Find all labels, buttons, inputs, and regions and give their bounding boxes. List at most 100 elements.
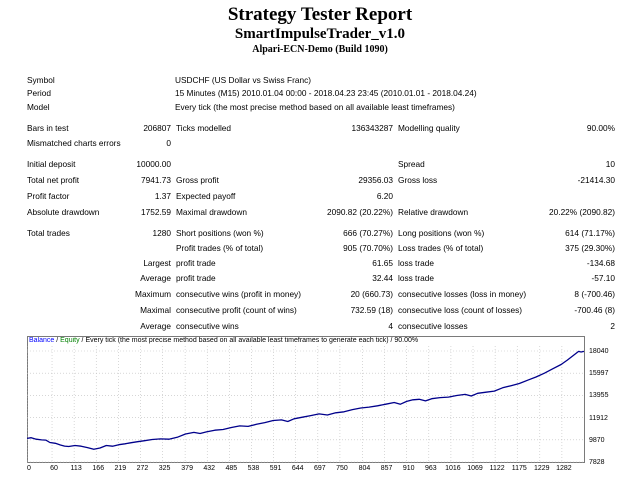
report-title: Strategy Tester Report — [227, 4, 413, 25]
x-tick-label: 857 — [380, 465, 393, 472]
report-cell-m: Every tick (the most precise method base… — [175, 102, 455, 112]
report-cell-v3: 90.00% — [586, 123, 615, 133]
x-tick-label: 325 — [158, 465, 171, 472]
report-cell-n1: profit trade — [176, 273, 216, 283]
report-cell-v2: 905 (70.70%) — [343, 243, 393, 253]
report-cell-l: Total net profit — [27, 175, 80, 185]
report-cell-m: 15 Minutes (M15) 2010.01.04 00:00 - 2018… — [175, 88, 477, 98]
caption-rest: / Every tick (the most precise method ba… — [79, 337, 419, 344]
x-tick-label: 697 — [313, 465, 326, 472]
y-tick-label: 15997 — [589, 370, 609, 378]
report-cell-v1: 0 — [166, 138, 171, 148]
report-cell-n2: Relative drawdown — [398, 207, 469, 217]
report-cell-v1: Average — [140, 273, 171, 283]
x-tick-label: 538 — [247, 465, 260, 472]
y-tick-label: 11912 — [589, 414, 608, 422]
report-cell-n1: Ticks modelled — [176, 123, 232, 133]
caption-balance: Balance — [29, 337, 55, 344]
report-cell-v2: 4 — [388, 321, 393, 331]
x-tick-label: 750 — [336, 465, 348, 472]
report-cell-n1: Profit trades (% of total) — [176, 243, 264, 253]
report-cell-l: Symbol — [27, 75, 55, 85]
report-cell-v1: 1752.59 — [141, 207, 171, 217]
report-cell-v3: 20.22% (2090.82) — [549, 207, 615, 217]
report-cell-v1: Largest — [143, 258, 171, 268]
report-cell-n1: profit trade — [176, 258, 216, 268]
x-tick-label: 432 — [203, 465, 216, 472]
report-cell-n2: consecutive losses (loss in money) — [398, 289, 527, 299]
x-tick-label: 963 — [424, 465, 437, 472]
report-cell-n1: Expected payoff — [176, 191, 236, 201]
y-tick-label: 7828 — [589, 459, 605, 466]
report-cell-n1: consecutive wins — [176, 321, 239, 331]
report-cell-v2: 732.59 (18) — [350, 305, 393, 315]
report-cell-n1: consecutive wins (profit in money) — [176, 289, 301, 299]
report-cell-n2: loss trade — [398, 273, 434, 283]
report-cell-n2: Modelling quality — [398, 123, 460, 133]
report-cell-n2: consecutive losses — [398, 321, 468, 331]
report-cell-l: Total trades — [27, 228, 70, 238]
report-cell-v3: -134.68 — [586, 258, 615, 268]
report-cell-n2: Spread — [398, 159, 425, 169]
x-tick-label: 166 — [92, 465, 105, 472]
x-tick-label: 910 — [402, 465, 415, 472]
report-cell-v1: 1280 — [152, 228, 171, 238]
report-cell-l: Profit factor — [27, 191, 70, 201]
report-cell-v2: 20 (660.73) — [350, 289, 393, 299]
report-cell-v1: 1.37 — [154, 191, 171, 201]
chart-plot — [27, 336, 585, 463]
report-cell-l: Model — [27, 102, 50, 112]
report-cell-v1: Maximal — [140, 305, 171, 315]
report-cell-v3: 375 (29.30%) — [565, 243, 615, 253]
chart-caption: Balance / Equity / Every tick (the most … — [29, 336, 418, 345]
report-cell-v2: 2090.82 (20.22%) — [327, 207, 393, 217]
report-cell-n1: Gross profit — [176, 175, 219, 185]
report-cell-v2: 136343287 — [351, 123, 393, 133]
x-tick-label: 219 — [114, 465, 127, 472]
report-cell-v3: -57.10 — [591, 273, 615, 283]
report-cell-n2: loss trade — [398, 258, 434, 268]
caption-equity: Equity — [60, 337, 80, 344]
report-cell-v3: -21414.30 — [577, 175, 615, 185]
x-tick-label: 0 — [27, 465, 31, 472]
report-cell-n2: consecutive loss (count of losses) — [398, 305, 523, 315]
balance-series-line — [27, 350, 585, 450]
x-tick-label: 272 — [136, 465, 149, 472]
x-tick-label: 60 — [50, 465, 58, 472]
report-cell-l: Period — [27, 88, 51, 98]
report-cell-v3: 10 — [605, 159, 615, 169]
report-cell-n2: Loss trades (% of total) — [398, 243, 484, 253]
report-cell-n1: consecutive profit (count of wins) — [176, 305, 297, 315]
x-tick-label: 1122 — [489, 465, 505, 472]
report-cell-v2: 6.20 — [376, 191, 393, 201]
x-tick-label: 1175 — [511, 465, 527, 472]
report-cell-v1: Average — [140, 321, 171, 331]
y-tick-label: 9870 — [589, 436, 605, 444]
x-tick-label: 1282 — [556, 465, 572, 472]
report-cell-l: Mismatched charts errors — [27, 138, 121, 148]
report-cell-l: Initial deposit — [27, 159, 76, 169]
report-cell-v2: 666 (70.27%) — [343, 228, 393, 238]
report-cell-l: Bars in test — [27, 123, 69, 133]
x-tick-label: 1069 — [467, 465, 483, 472]
x-tick-label: 113 — [70, 465, 82, 472]
report-cell-l: Absolute drawdown — [27, 207, 100, 217]
report-cell-v1: 10000.00 — [136, 159, 171, 169]
report-cell-v1: 7941.73 — [141, 175, 171, 185]
report-cell-v3: -700.46 (8) — [574, 305, 615, 315]
server-build: Alpari-ECN-Demo (Build 1090) — [252, 44, 388, 55]
expert-name: SmartImpulseTrader_v1.0 — [234, 26, 406, 42]
x-tick-label: 644 — [291, 465, 304, 472]
x-tick-label: 1016 — [445, 465, 461, 472]
report-cell-n1: Short positions (won %) — [176, 228, 264, 238]
y-tick-label: 18040 — [589, 348, 609, 355]
x-tick-label: 591 — [269, 465, 282, 472]
report-cell-v3: 614 (71.17%) — [565, 228, 615, 238]
y-tick-label: 13955 — [589, 392, 609, 400]
report-cell-v3: 8 (-700.46) — [574, 289, 615, 299]
chart-frame — [27, 336, 585, 463]
report-cell-v3: 2 — [610, 321, 615, 331]
x-tick-label: 804 — [358, 465, 371, 472]
report-cell-v2: 32.44 — [372, 273, 393, 283]
report-cell-v1: Maximum — [135, 289, 171, 299]
